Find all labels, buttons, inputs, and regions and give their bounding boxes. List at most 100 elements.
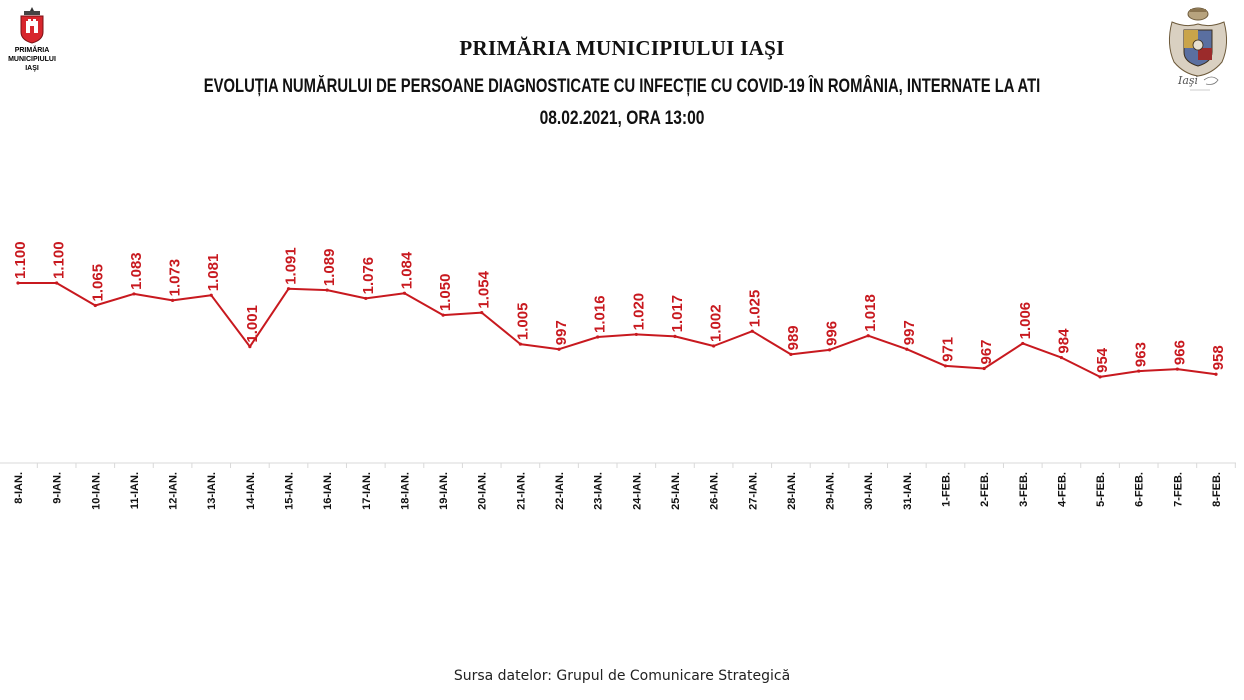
x-tick-label: 16-IAN. bbox=[322, 472, 334, 510]
data-label: 1.005 bbox=[514, 303, 531, 341]
data-label: 1.016 bbox=[592, 295, 609, 333]
data-point bbox=[1214, 372, 1218, 376]
data-point bbox=[905, 347, 909, 351]
coat-of-arms-icon: Iaşi bbox=[1168, 7, 1228, 91]
page-title: PRIMĂRIA MUNICIPIULUI IAŞI bbox=[459, 36, 785, 60]
data-label: 984 bbox=[1055, 328, 1072, 354]
data-point bbox=[325, 288, 329, 292]
data-point bbox=[1175, 367, 1179, 371]
data-point bbox=[209, 293, 213, 297]
data-label: 966 bbox=[1171, 340, 1188, 365]
data-point bbox=[402, 291, 407, 295]
data-point bbox=[982, 366, 986, 371]
logo-text-line1: PRIMĂRIA bbox=[14, 47, 50, 54]
coat-of-arms-caption: Iaşi bbox=[1177, 74, 1198, 87]
data-label: 1.054 bbox=[476, 270, 493, 308]
data-label: 1.017 bbox=[669, 295, 686, 333]
x-tick-label: 19-IAN. bbox=[438, 472, 450, 510]
data-point bbox=[132, 292, 136, 296]
data-point bbox=[750, 329, 754, 333]
data-point bbox=[518, 342, 522, 346]
x-tick-label: 4-FEB. bbox=[1056, 472, 1068, 507]
x-tick-label: 25-IAN. bbox=[670, 472, 682, 510]
data-label: 997 bbox=[901, 320, 918, 345]
data-label: 1.100 bbox=[51, 241, 68, 279]
x-tick-label: 7-FEB. bbox=[1172, 472, 1184, 507]
x-tick-label: 10-IAN. bbox=[90, 472, 102, 510]
data-label: 1.025 bbox=[746, 290, 763, 328]
data-label: 1.081 bbox=[205, 254, 222, 292]
data-point bbox=[1059, 355, 1064, 360]
data-label: 1.076 bbox=[360, 257, 377, 295]
data-label: 1.083 bbox=[128, 252, 145, 290]
logo-text-line3: IAŞI bbox=[25, 65, 39, 72]
data-label: 958 bbox=[1210, 345, 1227, 370]
x-tick-label: 8-IAN. bbox=[13, 472, 25, 504]
x-tick-label: 22-IAN. bbox=[554, 472, 566, 510]
data-point bbox=[712, 344, 716, 348]
data-point bbox=[943, 364, 948, 368]
x-tick-label: 27-IAN. bbox=[747, 472, 759, 510]
x-tick-label: 5-FEB. bbox=[1095, 472, 1107, 507]
chart-title: EVOLUȚIA NUMĂRULUI DE PERSOANE DIAGNOSTI… bbox=[203, 76, 1041, 97]
data-label: 996 bbox=[824, 321, 841, 346]
logo-text-line2: MUNICIPIULUI bbox=[8, 56, 56, 63]
x-tick-label: 8-FEB. bbox=[1211, 472, 1223, 507]
data-point bbox=[1021, 341, 1025, 346]
data-label: 1.050 bbox=[437, 274, 454, 312]
city-crest-logo: PRIMĂRIA MUNICIPIULUI IAŞI bbox=[4, 6, 60, 73]
data-label: 967 bbox=[978, 339, 995, 364]
data-label: 1.073 bbox=[167, 259, 184, 297]
x-tick-label: 11-IAN. bbox=[129, 472, 141, 509]
data-label: 989 bbox=[785, 325, 802, 350]
chart-subtitle: 08.02.2021, ORA 13:00 bbox=[539, 108, 705, 129]
data-point bbox=[1098, 375, 1102, 379]
data-point bbox=[441, 313, 445, 317]
data-label: 997 bbox=[553, 320, 570, 345]
data-point bbox=[634, 332, 638, 337]
data-label: 971 bbox=[940, 337, 957, 362]
data-label: 1.065 bbox=[89, 264, 106, 302]
data-point bbox=[55, 281, 59, 285]
data-label: 1.084 bbox=[399, 251, 416, 289]
x-tick-label: 6-FEB. bbox=[1134, 472, 1146, 507]
x-tick-label: 24-IAN. bbox=[631, 472, 643, 510]
x-tick-label: 26-IAN. bbox=[709, 472, 721, 510]
x-tick-label: 30-IAN. bbox=[863, 472, 875, 510]
x-tick-label: 12-IAN. bbox=[168, 472, 180, 510]
data-point bbox=[286, 287, 291, 291]
x-tick-label: 31-IAN. bbox=[902, 472, 914, 510]
x-tick-label: 21-IAN. bbox=[515, 472, 527, 510]
x-tick-label: 17-IAN. bbox=[361, 472, 373, 510]
data-label: 1.100 bbox=[12, 241, 29, 279]
data-label: 1.091 bbox=[283, 247, 300, 285]
data-point bbox=[248, 345, 252, 349]
data-point bbox=[1137, 369, 1141, 373]
data-point bbox=[596, 335, 600, 339]
data-label: 1.018 bbox=[862, 294, 879, 332]
data-point bbox=[480, 310, 484, 315]
data-label: 1.001 bbox=[244, 305, 261, 343]
data-point bbox=[364, 296, 368, 301]
data-label: 1.020 bbox=[630, 293, 647, 331]
data-label: 1.089 bbox=[321, 249, 338, 287]
data-point bbox=[789, 352, 793, 356]
series-line bbox=[18, 282, 1217, 378]
data-point bbox=[170, 298, 175, 302]
data-point bbox=[827, 348, 832, 352]
x-tick-label: 9-IAN. bbox=[52, 472, 64, 504]
data-point bbox=[557, 347, 561, 351]
x-tick-label: 28-IAN. bbox=[786, 472, 798, 510]
city-crest-icon bbox=[20, 7, 44, 44]
x-tick-label: 29-IAN. bbox=[825, 472, 837, 510]
x-tick-label: 2-FEB. bbox=[979, 472, 991, 507]
data-source-note: Sursa datelor: Grupul de Comunicare Stra… bbox=[453, 668, 791, 684]
x-tick-label: 23-IAN. bbox=[593, 472, 605, 510]
x-tick-label: 1-FEB. bbox=[941, 472, 953, 507]
data-point bbox=[93, 303, 97, 308]
data-label: 1.002 bbox=[708, 304, 725, 342]
data-label: 963 bbox=[1133, 342, 1150, 367]
data-point bbox=[866, 334, 870, 338]
data-label: 954 bbox=[1094, 347, 1111, 373]
